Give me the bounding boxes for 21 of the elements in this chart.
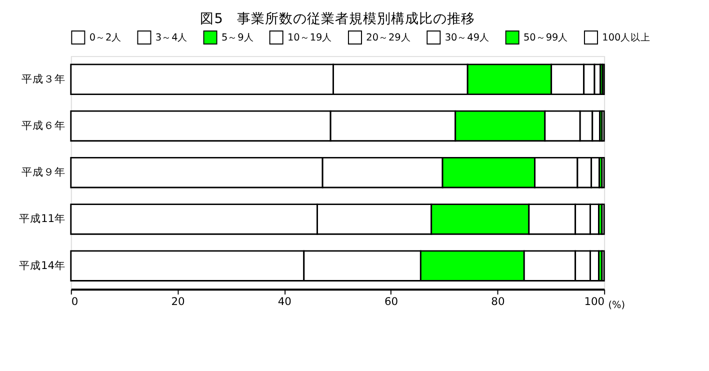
legend-label: 50～99人 xyxy=(523,32,568,44)
y-tick-label: 平成３年 xyxy=(22,72,66,86)
y-tick-label: 平成９年 xyxy=(22,166,66,179)
x-tick-label: 60 xyxy=(384,295,398,308)
x-tick-label: 0 xyxy=(71,295,78,308)
x-axis-title: (%) xyxy=(608,300,625,312)
legend-label: 10～19人 xyxy=(287,32,332,44)
legend-label: 5～9人 xyxy=(221,32,254,44)
x-tick-label: 80 xyxy=(491,295,505,308)
legend-label: 30～49人 xyxy=(444,32,490,44)
x-tick-label: 20 xyxy=(171,295,186,308)
y-tick-label: 平成11年 xyxy=(18,212,66,226)
legend-label: 0～2人 xyxy=(89,32,122,44)
y-tick-label: 平成６年 xyxy=(22,118,66,132)
x-tick-label: 100 xyxy=(584,295,605,308)
legend-label: 20～29人 xyxy=(366,32,411,44)
chart-title: 図5 事業所数の従業者規模別構成比の推移 xyxy=(200,11,475,28)
legend-label: 3～4人 xyxy=(155,32,188,44)
legend-label: 100人以上 xyxy=(602,31,651,44)
x-tick-label: 40 xyxy=(278,295,292,308)
y-tick-label: 平成14年 xyxy=(18,258,66,272)
